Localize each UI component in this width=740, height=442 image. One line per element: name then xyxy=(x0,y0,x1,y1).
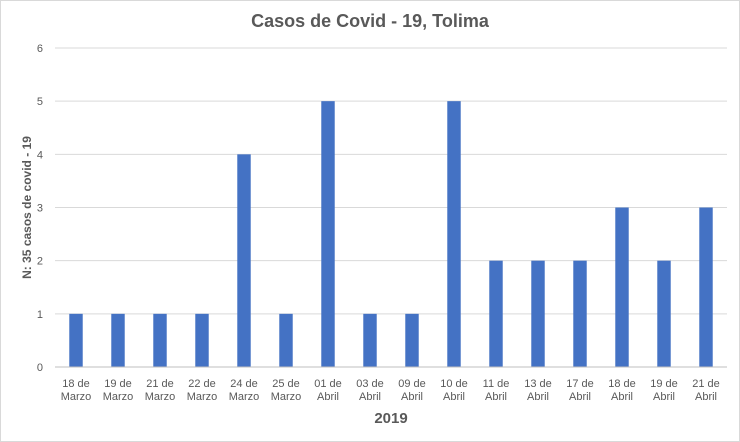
bar xyxy=(699,207,713,367)
bar xyxy=(237,154,251,367)
y-tick-label: 6 xyxy=(37,43,43,55)
x-tick-label: 25 de Marzo xyxy=(271,378,302,403)
y-tick-label: 1 xyxy=(37,309,43,321)
x-tick-label: 17 de Abril xyxy=(566,378,594,403)
bar xyxy=(363,313,377,367)
bar xyxy=(489,260,503,367)
bar xyxy=(153,313,167,367)
y-axis-title: N: 35 casos de covid - 19 xyxy=(20,136,34,279)
y-axis-ticks: 0 1 2 3 4 5 6 xyxy=(37,43,43,374)
x-axis-ticks: 18 de Marzo 19 de Marzo 21 de Marzo 22 de Marzo… xyxy=(61,378,720,403)
x-axis-title: 2019 xyxy=(374,410,407,427)
x-tick-label: 22 de Marzo xyxy=(187,378,218,403)
bar xyxy=(405,313,419,367)
x-tick-label: 24 de Marzo xyxy=(229,378,260,403)
bar xyxy=(615,207,629,367)
bar xyxy=(279,313,293,367)
y-tick-label: 3 xyxy=(37,203,43,215)
x-tick-label: 01 de Abril xyxy=(314,378,342,403)
bar xyxy=(195,313,209,367)
x-tick-label: 21 de Abril xyxy=(692,378,720,403)
bar xyxy=(573,260,587,367)
x-tick-label: 10 de Abril xyxy=(440,378,468,403)
x-tick-label: 11 de Abril xyxy=(483,378,510,403)
x-tick-label: 13 de Abril xyxy=(524,378,552,403)
bar xyxy=(657,260,671,367)
bar xyxy=(447,101,461,368)
x-tick-label: 19 de Marzo xyxy=(103,378,134,403)
y-tick-label: 5 xyxy=(37,96,43,108)
y-tick-label: 4 xyxy=(37,149,43,161)
bar xyxy=(111,313,125,367)
bar xyxy=(321,101,335,368)
y-tick-label: 2 xyxy=(37,256,43,268)
chart-title: Casos de Covid - 19, Tolima xyxy=(251,11,489,31)
x-tick-label: 21 de Marzo xyxy=(145,378,176,403)
x-tick-label: 09 de Abril xyxy=(398,378,426,403)
x-tick-label: 19 de Abril xyxy=(650,378,678,403)
bars xyxy=(69,101,713,368)
x-tick-label: 03 de Abril xyxy=(356,378,384,403)
bar xyxy=(69,313,83,367)
bar xyxy=(531,260,545,367)
x-tick-label: 18 de Abril xyxy=(608,378,636,403)
x-tick-label: 18 de Marzo xyxy=(61,378,92,403)
y-tick-label: 0 xyxy=(37,362,43,374)
